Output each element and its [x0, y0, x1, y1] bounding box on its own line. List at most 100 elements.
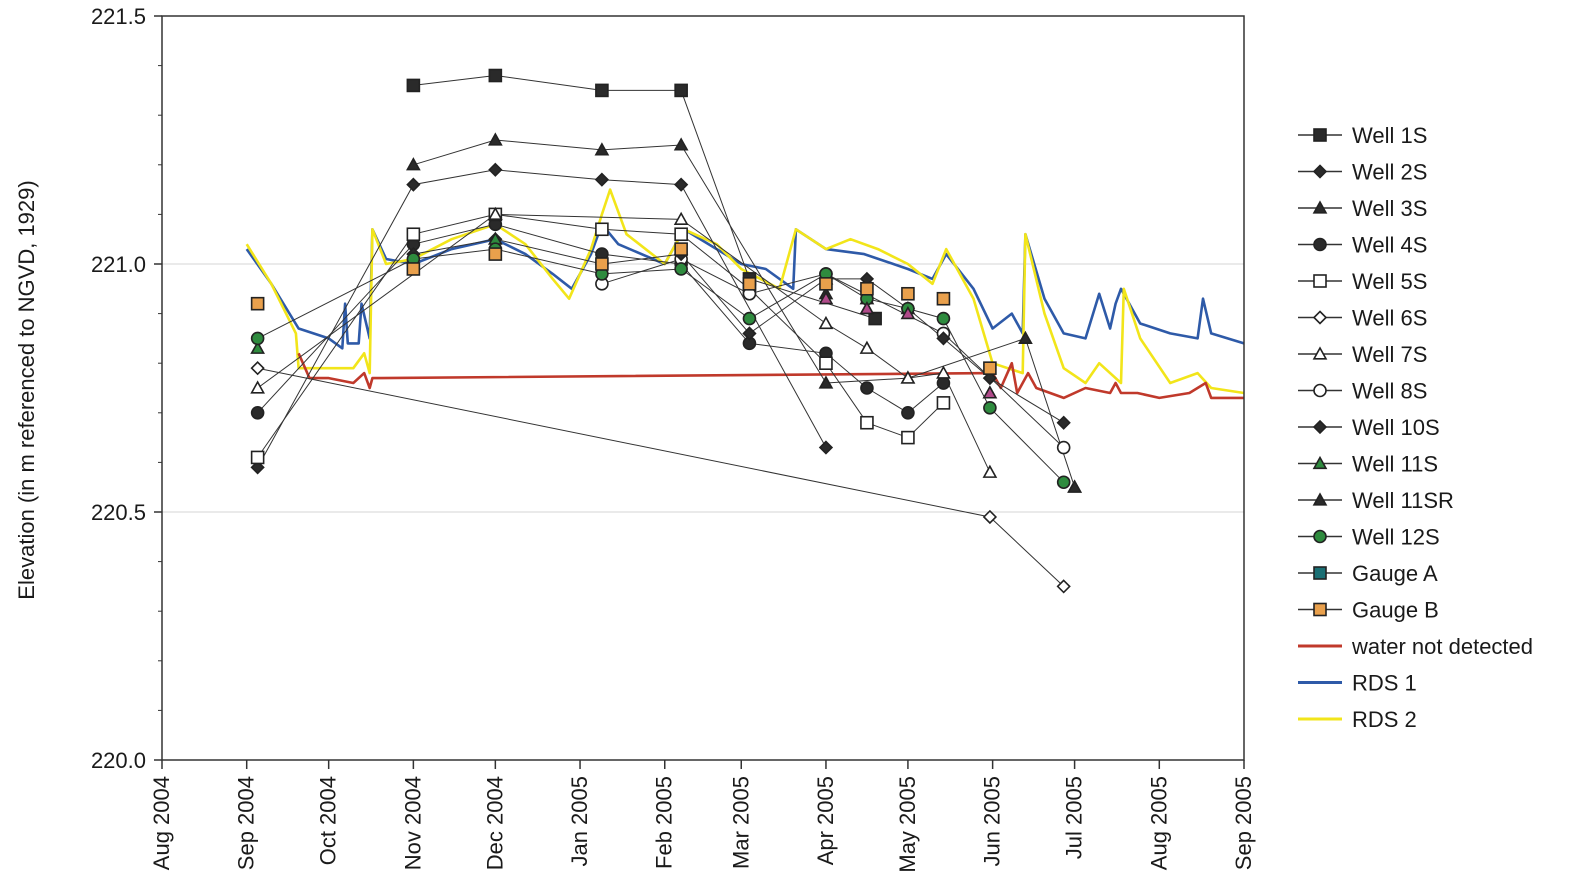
marker-well-7s	[936, 365, 951, 379]
legend-item: Well 11SR	[1298, 488, 1454, 513]
x-tick-label: Dec 2004	[482, 776, 507, 870]
marker-well-10s	[982, 370, 998, 386]
connector-well-2s	[257, 169, 827, 468]
x-tick-label: Sep 2004	[234, 776, 259, 870]
legend-item: RDS 2	[1298, 707, 1417, 732]
marker-well-5s	[595, 222, 609, 237]
marker-gauge-b	[819, 277, 833, 291]
grid-lines	[162, 263, 1244, 513]
marker-well-12s	[250, 331, 265, 346]
marker-well-10s	[1056, 415, 1071, 430]
marker-extra	[859, 300, 875, 315]
legend-label: Well 1S	[1352, 123, 1427, 148]
marker-gauge-b	[595, 257, 609, 271]
marker-well-4s	[901, 405, 915, 420]
x-tick-label: May 2005	[895, 776, 920, 873]
legend-item: Well 4S	[1298, 233, 1427, 258]
legend-marker	[1313, 237, 1327, 252]
legend-marker	[1312, 419, 1328, 435]
x-tick-label: Jun 2005	[980, 776, 1005, 867]
marker-well-5s	[901, 430, 915, 445]
legend-label: Well 10S	[1352, 415, 1440, 440]
connector-well-3s	[413, 139, 1076, 488]
marker-gauge-b	[901, 286, 915, 301]
legend-label: Well 3S	[1352, 196, 1427, 221]
marker-well-1s	[488, 68, 503, 83]
legend-label: RDS 1	[1352, 671, 1417, 696]
legend-marker	[1313, 274, 1327, 288]
marker-well-5s	[406, 227, 421, 242]
marker-well-7s	[900, 370, 916, 384]
marker-well-7s	[982, 464, 998, 478]
legend-label: Well 5S	[1352, 269, 1427, 294]
legend-item: Well 1S	[1298, 123, 1427, 148]
legend-item: water not detected	[1298, 634, 1533, 659]
marker-gauge-b	[488, 247, 503, 261]
x-tick-label: Nov 2004	[400, 776, 425, 870]
legend-label: Well 11SR	[1352, 488, 1454, 513]
marker-well-7s	[250, 380, 265, 394]
connector-well-4s	[257, 223, 944, 414]
x-tick-label: Jan 2005	[567, 776, 592, 867]
well-connector-lines	[257, 74, 1076, 587]
marker-well-12s	[1056, 475, 1071, 490]
marker-well-2s	[818, 440, 834, 455]
marker-well-1s	[868, 311, 882, 326]
connector-well-1s	[413, 74, 876, 320]
legend-label: Gauge B	[1352, 598, 1439, 623]
marker-well-6s	[250, 361, 265, 376]
x-tick-label: Oct 2004	[316, 776, 341, 865]
legend-item: Well 10S	[1298, 415, 1440, 440]
legend-marker	[1312, 492, 1328, 506]
legend-label: Well 4S	[1352, 233, 1427, 258]
marker-well-10s	[936, 331, 951, 346]
marker-extra	[900, 305, 916, 320]
legend-item: Well 6S	[1298, 306, 1427, 331]
x-tick-label: Aug 2004	[149, 776, 174, 870]
series-line-water-not-detected	[297, 352, 1244, 400]
marker-gauge-b	[250, 296, 265, 311]
y-axis-ticks: 220.0 220.5 221.0 221.5	[91, 4, 162, 773]
marker-gauge-b	[406, 262, 421, 276]
marker-well-12s	[742, 311, 757, 326]
marker-well-11s	[250, 340, 265, 354]
y-axis-title: Elevation (in m referenced to NGVD, 1929…	[14, 180, 39, 599]
legend-marker	[1312, 346, 1328, 360]
legend-marker	[1313, 383, 1327, 398]
marker-well-2s	[674, 177, 689, 192]
marker-well-10s	[742, 326, 757, 341]
marker-well-7s	[487, 206, 503, 220]
legend-item: Well 11S	[1298, 452, 1438, 477]
series-line-rds-1	[245, 223, 1245, 350]
marker-well-4s	[250, 405, 265, 420]
marker-well-7s	[818, 315, 834, 330]
y-tick-label: 220.0	[91, 748, 146, 773]
marker-well-5s	[674, 227, 688, 242]
legend-label: RDS 2	[1352, 707, 1417, 732]
marker-well-5s	[250, 450, 265, 465]
marker-well-3s	[594, 142, 610, 156]
legend-marker	[1313, 128, 1327, 142]
x-tick-label: Aug 2005	[1146, 776, 1171, 870]
legend-marker	[1313, 602, 1327, 617]
legend-marker	[1312, 455, 1328, 470]
y-tick-label: 221.5	[91, 4, 146, 29]
connector-well-8s	[601, 258, 1065, 448]
marker-extra	[818, 291, 834, 305]
legend-item: Gauge A	[1298, 561, 1438, 586]
y-tick-label: 221.0	[91, 252, 146, 277]
marker-well-5s	[936, 396, 951, 410]
marker-well-3s	[673, 137, 689, 151]
legend-marker	[1312, 164, 1328, 179]
marker-well-4s	[860, 381, 874, 395]
marker-well-6s	[1056, 579, 1071, 594]
legend-marker	[1313, 566, 1327, 580]
connector-well-12s	[257, 248, 1065, 483]
marker-gauge-b	[674, 242, 688, 256]
marker-well-1s	[406, 78, 421, 93]
connector-well-5s	[257, 213, 944, 458]
marker-gauge-b	[936, 291, 951, 306]
plot-area-frame	[161, 15, 1245, 761]
marker-well-3s	[1018, 330, 1033, 345]
